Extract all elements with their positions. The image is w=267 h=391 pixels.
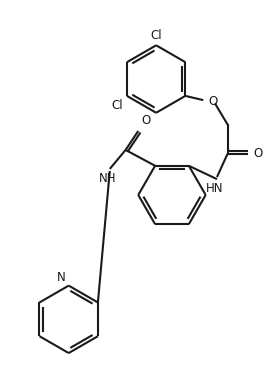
Text: HN: HN [206, 182, 224, 196]
Text: O: O [254, 147, 263, 160]
Text: Cl: Cl [111, 99, 123, 112]
Text: N: N [57, 271, 65, 283]
Text: Cl: Cl [150, 29, 162, 42]
Text: O: O [209, 95, 218, 108]
Text: O: O [142, 114, 151, 127]
Text: NH: NH [99, 172, 116, 185]
